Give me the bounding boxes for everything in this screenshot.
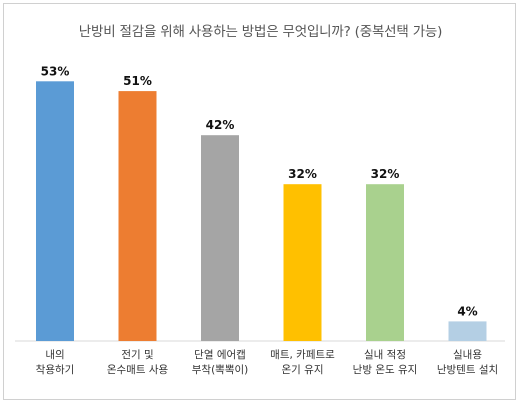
category-label: 부착(뽁뽁이)	[192, 364, 249, 376]
category-label: 착용하기	[36, 363, 75, 376]
category-label: 온기 유지	[282, 364, 324, 376]
data-label: 53%	[41, 64, 70, 78]
data-label: 32%	[371, 167, 400, 181]
data-label: 51%	[123, 74, 152, 88]
category-label: 실내 적정	[364, 349, 406, 361]
category-label: 난방 온도 유지	[353, 364, 418, 376]
category-label: 난방텐트 설치	[437, 364, 498, 376]
bar	[283, 184, 322, 341]
category-label: 단열 에어캡	[194, 349, 246, 361]
bar	[448, 321, 487, 341]
data-label: 32%	[288, 167, 317, 181]
chart-frame	[3, 3, 516, 400]
category-label: 실내용	[453, 349, 482, 361]
category-label: 매트, 카페트로	[270, 349, 335, 361]
data-label: 4%	[457, 304, 477, 318]
bar	[118, 91, 157, 341]
bar	[366, 184, 404, 341]
category-label: 온수매트 사용	[107, 364, 169, 376]
data-label: 42%	[206, 118, 235, 132]
chart-title: 난방비 절감을 위해 사용하는 방법은 무엇입니까? (중복선택 가능)	[78, 24, 443, 40]
category-label: 전기 및	[121, 349, 153, 361]
category-label: 내의	[45, 349, 64, 361]
bar	[201, 135, 239, 341]
bar	[36, 81, 74, 342]
